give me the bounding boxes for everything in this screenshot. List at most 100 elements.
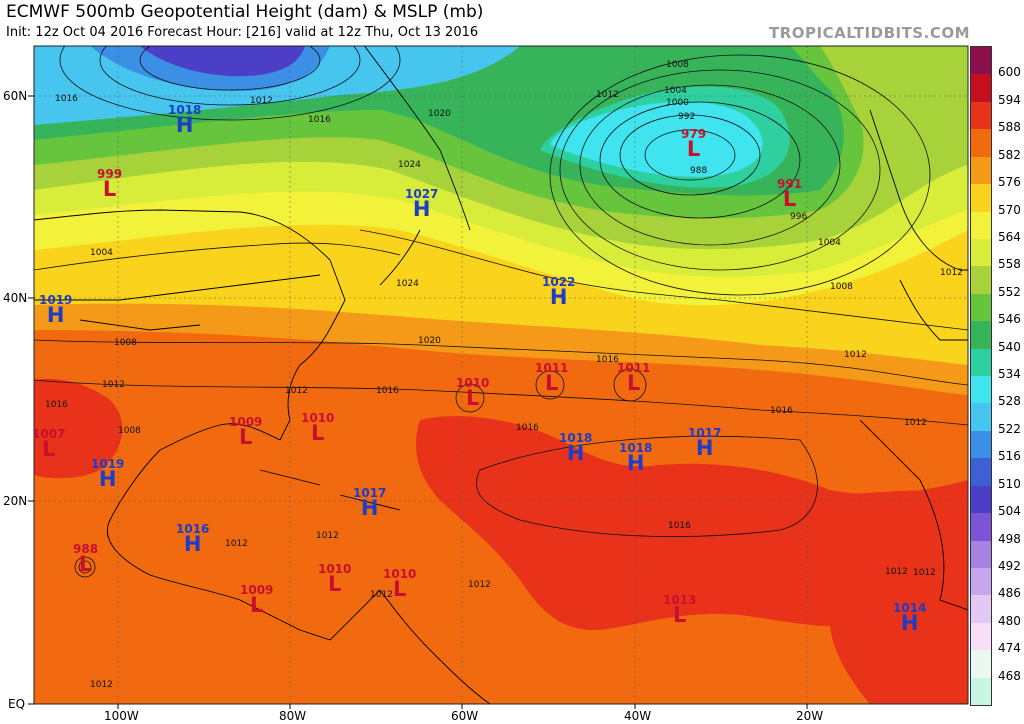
isobar-label: 1020 [428, 109, 451, 119]
isobar-label: 1008 [114, 338, 137, 348]
isobar-label: 1012 [90, 680, 113, 690]
pressure-system-high: 1018 H [559, 431, 593, 465]
colorbar-label: 576 [998, 175, 1021, 190]
isobar-label: 1012 [316, 531, 339, 541]
pressure-system-low: 1010 L [383, 567, 417, 601]
isobar-label: 1012 [844, 350, 867, 360]
colorbar-segment [971, 458, 991, 487]
colorbar-label: 552 [998, 284, 1021, 299]
isobar-label: 1008 [666, 60, 689, 70]
isobar-label: 1004 [818, 238, 841, 248]
pressure-system-high: 1019 H [39, 293, 73, 327]
isobar-label: 1008 [830, 282, 853, 292]
colorbar-segment [971, 348, 991, 377]
pressure-system-low: 1010 L [301, 411, 335, 445]
colorbar-label: 582 [998, 147, 1021, 162]
isobar-label: 1016 [596, 355, 619, 365]
isobar-label: 1016 [55, 94, 78, 104]
colorbar-segment [971, 430, 991, 459]
colorbar-label: 510 [998, 476, 1021, 491]
isobar-label: 1012 [468, 580, 491, 590]
credit-label: TROPICALTIDBITS.COM [769, 24, 970, 42]
isobar-label: 996 [790, 212, 808, 222]
colorbar-segment [971, 595, 991, 624]
colorbar-segment [971, 540, 991, 569]
isobar-label: 1012 [940, 268, 963, 278]
colorbar-segment [971, 321, 991, 350]
isobar-label: 1012 [285, 386, 308, 396]
colorbar [970, 46, 992, 706]
colorbar-label: 516 [998, 449, 1021, 464]
pressure-system-low: 999 L [97, 167, 123, 201]
isobar-label: 1012 [225, 539, 248, 549]
pressure-system-high: 1022 H [542, 275, 576, 309]
colorbar-segment [971, 622, 991, 651]
pressure-system-high: 1018 H [168, 103, 202, 137]
colorbar-segment [971, 74, 991, 103]
lat-label-60n: 60N [3, 89, 28, 103]
colorbar-label: 594 [998, 92, 1021, 107]
height-band-594-africa [817, 490, 968, 704]
isobar-label: 992 [678, 112, 696, 122]
pressure-system-low: 991 L [777, 177, 803, 211]
colorbar-segment [971, 293, 991, 322]
colorbar-label: 570 [998, 202, 1021, 217]
colorbar-label: 522 [998, 421, 1021, 436]
colorbar-label: 546 [998, 312, 1021, 327]
colorbar-segment [971, 211, 991, 240]
colorbar-label: 588 [998, 120, 1021, 135]
colorbar-label: 534 [998, 367, 1021, 381]
isobar-label: 1012 [904, 418, 927, 428]
isobar-label: 1016 [45, 400, 68, 410]
isobar-label: 1016 [770, 406, 793, 416]
pressure-system-low: 1007 L [32, 427, 66, 461]
colorbar-segment [971, 567, 991, 596]
colorbar-label: 564 [998, 229, 1021, 244]
isobar-label: 1012 [913, 568, 936, 578]
pressure-system-low: 1010 L [456, 376, 490, 410]
isobar-label: 1016 [668, 521, 691, 531]
height-band-534 [550, 101, 763, 177]
isobar-label: 1012 [250, 96, 273, 106]
isobar-label: 1012 [370, 590, 393, 600]
colorbar-segment [971, 156, 991, 185]
lon-label-60w: 60W [451, 709, 479, 723]
lon-label-80w: 80W [279, 709, 307, 723]
pressure-system-high: 1019 H [91, 457, 125, 491]
pressure-system-low: 1009 L [229, 415, 263, 449]
colorbar-segment [971, 47, 991, 75]
lon-label-40w: 40W [624, 709, 652, 723]
pressure-system-low: 1011 L [617, 361, 651, 395]
colorbar-segment [971, 129, 991, 158]
colorbar-label: 480 [998, 613, 1021, 628]
isobar-label: 1016 [376, 386, 399, 396]
axis-ticks [28, 95, 808, 709]
pressure-system-high: 1027 H [405, 187, 439, 221]
pressure-system-high: 1018 H [619, 441, 653, 475]
colorbar-label: 600 [998, 65, 1021, 80]
isobar-label: 1012 [596, 90, 619, 100]
colorbar-segment [971, 376, 991, 404]
colorbar-label: 528 [998, 394, 1021, 409]
isobar-label: 1008 [118, 426, 141, 436]
height-band-greenland [520, 46, 730, 81]
height-band-low-core [140, 46, 305, 77]
pressure-system-high: 1017 H [688, 426, 722, 460]
colorbar-segment [971, 403, 991, 432]
colorbar-label: 474 [998, 641, 1021, 656]
map-frame [33, 45, 969, 705]
pressure-system-high: 1014 H [893, 601, 927, 635]
colorbar-label: 498 [998, 531, 1021, 546]
pressure-system-high: 1016 H [176, 522, 210, 556]
pressure-system-low: 1009 L [240, 583, 274, 617]
isobar-label: 988 [690, 166, 708, 176]
colorbar-label: 486 [998, 586, 1021, 601]
lon-label-20w: 20W [796, 709, 824, 723]
pressure-system-low: 979 L [681, 127, 707, 161]
isobar-label: 1012 [102, 380, 125, 390]
chart-title: ECMWF 500mb Geopotential Height (dam) & … [6, 2, 484, 22]
isobar-label: 1004 [90, 248, 113, 258]
isobar-label: 1024 [396, 279, 419, 289]
pressure-system-low: 1013 L [663, 593, 697, 627]
colorbar-label: 504 [998, 504, 1021, 519]
